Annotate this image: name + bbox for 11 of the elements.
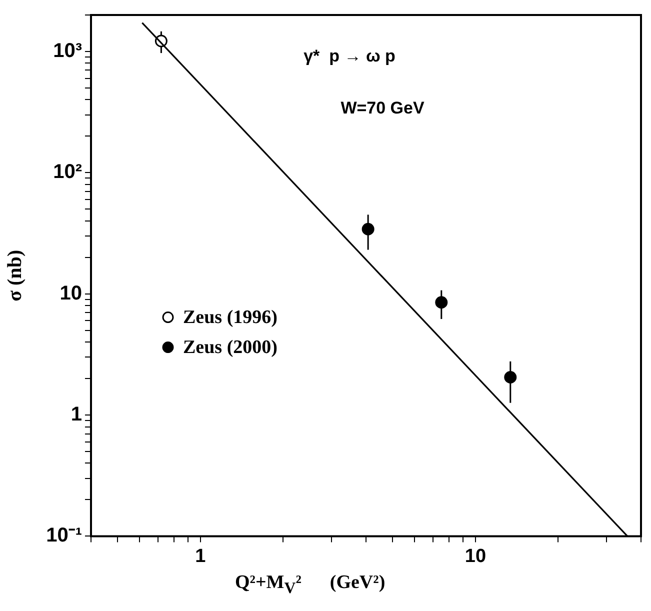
annotation: γ* p → ω p [304, 46, 396, 66]
x-axis-title: Q²+M$_{V}$² (GeV²) [235, 572, 386, 598]
y-tick-label: 10³ [53, 40, 82, 62]
annotation: W=70 GeV [340, 98, 425, 118]
legend-label: Zeus (1996) [183, 307, 278, 328]
y-tick-label: 10 [60, 282, 82, 304]
legend-label: Zeus (2000) [183, 337, 278, 358]
y-tick-label: 10² [53, 161, 82, 184]
y-axis-title: σ (nb) [4, 250, 26, 302]
y-tick-label: 10⁻¹ [46, 524, 82, 547]
y-tick-label: 1 [70, 404, 82, 426]
